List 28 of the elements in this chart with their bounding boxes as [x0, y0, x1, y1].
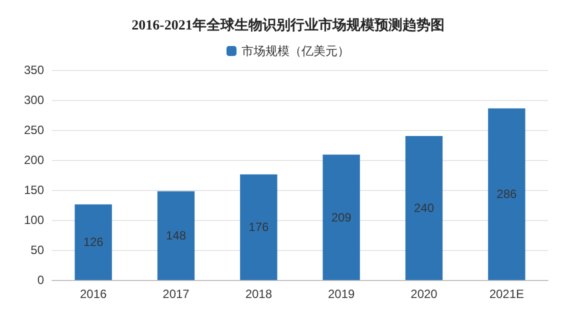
- legend-label: 市场规模（亿美元）: [242, 44, 350, 58]
- y-tick-label: 100: [24, 213, 44, 227]
- bar: [322, 154, 360, 280]
- y-tick-label: 150: [24, 183, 44, 197]
- data-label: 176: [248, 220, 269, 234]
- chart-title: 2016-2021年全球生物识别行业市场规模预测趋势图: [132, 16, 444, 34]
- y-tick-label: 50: [30, 243, 44, 257]
- bar: [488, 108, 526, 280]
- data-label: 240: [414, 201, 434, 215]
- x-tick-label: 2017: [162, 287, 190, 301]
- data-label: 209: [331, 210, 352, 224]
- y-tick-label: 350: [24, 63, 44, 77]
- x-tick-label: 2016: [80, 287, 108, 301]
- x-tick-label: 2021E: [489, 287, 524, 301]
- x-tick-label: 2018: [245, 287, 272, 301]
- x-tick-label: 2020: [410, 287, 438, 301]
- y-tick-label: 200: [24, 153, 44, 167]
- bar: [240, 174, 278, 280]
- data-label: 148: [166, 228, 186, 243]
- y-tick-label: 0: [37, 273, 44, 287]
- data-label: 126: [83, 235, 104, 250]
- bar: [157, 191, 195, 280]
- y-tick-label: 250: [24, 123, 44, 137]
- bar: [74, 204, 112, 280]
- bar: [405, 136, 443, 280]
- y-tick-label: 300: [24, 93, 44, 107]
- data-label: 286: [496, 187, 517, 202]
- x-tick-label: 2019: [328, 287, 356, 301]
